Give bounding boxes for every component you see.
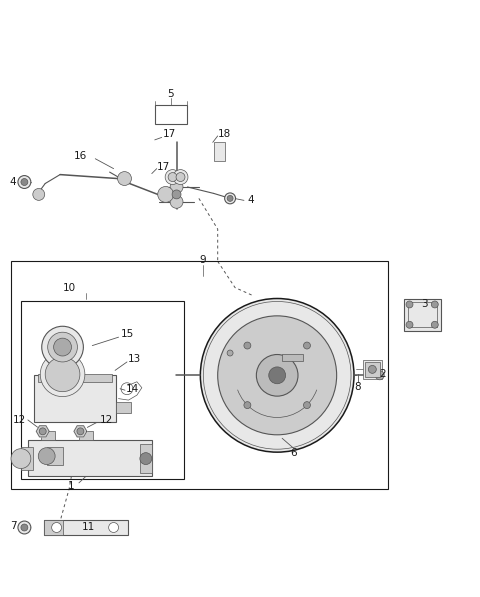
Circle shape bbox=[118, 171, 132, 186]
Text: 6: 6 bbox=[290, 448, 297, 458]
Text: 13: 13 bbox=[128, 354, 142, 364]
Bar bbox=[408, 303, 437, 327]
Circle shape bbox=[244, 342, 251, 349]
Bar bbox=[365, 362, 380, 377]
Bar bbox=[47, 447, 62, 464]
Circle shape bbox=[18, 521, 31, 534]
Circle shape bbox=[368, 365, 376, 373]
Circle shape bbox=[77, 428, 84, 435]
Circle shape bbox=[170, 195, 183, 208]
Circle shape bbox=[432, 301, 438, 308]
Text: 11: 11 bbox=[82, 522, 96, 533]
Circle shape bbox=[165, 170, 180, 184]
Bar bbox=[155, 105, 187, 124]
Text: 4: 4 bbox=[10, 177, 16, 187]
Circle shape bbox=[48, 332, 77, 362]
Circle shape bbox=[42, 326, 84, 368]
Circle shape bbox=[269, 367, 286, 384]
Circle shape bbox=[375, 371, 384, 380]
Text: 17: 17 bbox=[163, 129, 176, 139]
Circle shape bbox=[140, 453, 152, 464]
Bar bbox=[11, 261, 388, 490]
Bar bbox=[38, 374, 112, 381]
Circle shape bbox=[18, 176, 31, 189]
Text: 15: 15 bbox=[120, 329, 133, 339]
Circle shape bbox=[303, 402, 311, 408]
Bar bbox=[44, 519, 63, 536]
Circle shape bbox=[21, 524, 28, 531]
Circle shape bbox=[227, 195, 233, 201]
Text: 9: 9 bbox=[200, 255, 206, 265]
Bar bbox=[404, 298, 441, 331]
Text: 5: 5 bbox=[168, 90, 174, 99]
Circle shape bbox=[172, 190, 181, 199]
Circle shape bbox=[21, 179, 28, 186]
Text: 12: 12 bbox=[99, 415, 113, 425]
Circle shape bbox=[227, 350, 233, 356]
Circle shape bbox=[225, 193, 236, 204]
Circle shape bbox=[39, 428, 46, 435]
Text: 7: 7 bbox=[10, 521, 16, 531]
Bar bbox=[41, 432, 55, 440]
Text: 3: 3 bbox=[421, 300, 428, 309]
Polygon shape bbox=[74, 426, 87, 437]
Circle shape bbox=[170, 180, 183, 193]
Circle shape bbox=[158, 186, 174, 202]
Text: 8: 8 bbox=[355, 381, 361, 392]
Bar bbox=[363, 360, 382, 379]
Circle shape bbox=[256, 355, 298, 396]
Bar bbox=[116, 402, 131, 413]
Circle shape bbox=[303, 342, 311, 349]
Bar bbox=[282, 354, 303, 361]
Circle shape bbox=[168, 173, 177, 181]
Circle shape bbox=[108, 522, 119, 533]
Circle shape bbox=[45, 357, 80, 392]
Circle shape bbox=[200, 298, 354, 452]
Circle shape bbox=[38, 448, 55, 464]
Circle shape bbox=[173, 170, 188, 184]
Text: 18: 18 bbox=[217, 129, 231, 139]
Bar bbox=[21, 301, 184, 479]
Polygon shape bbox=[36, 426, 49, 437]
Circle shape bbox=[406, 321, 413, 328]
Circle shape bbox=[244, 402, 251, 408]
Bar bbox=[214, 142, 225, 161]
Text: 10: 10 bbox=[62, 282, 75, 293]
Bar bbox=[79, 432, 93, 440]
Bar bbox=[34, 376, 116, 423]
Circle shape bbox=[432, 321, 438, 328]
Circle shape bbox=[52, 522, 61, 533]
Circle shape bbox=[40, 352, 85, 396]
Text: 2: 2 bbox=[379, 369, 386, 379]
Text: 12: 12 bbox=[13, 415, 26, 425]
Circle shape bbox=[406, 301, 413, 308]
Circle shape bbox=[218, 316, 336, 435]
Text: 16: 16 bbox=[74, 151, 87, 161]
Text: 14: 14 bbox=[125, 384, 139, 393]
Text: 1: 1 bbox=[68, 481, 75, 491]
Bar bbox=[140, 444, 152, 473]
Text: 4: 4 bbox=[248, 195, 254, 205]
Circle shape bbox=[11, 449, 31, 469]
Circle shape bbox=[33, 189, 45, 201]
Text: 17: 17 bbox=[156, 162, 170, 172]
Bar bbox=[28, 440, 152, 476]
Bar bbox=[44, 519, 129, 536]
Circle shape bbox=[54, 338, 72, 356]
Circle shape bbox=[176, 173, 185, 181]
Bar bbox=[21, 447, 33, 469]
